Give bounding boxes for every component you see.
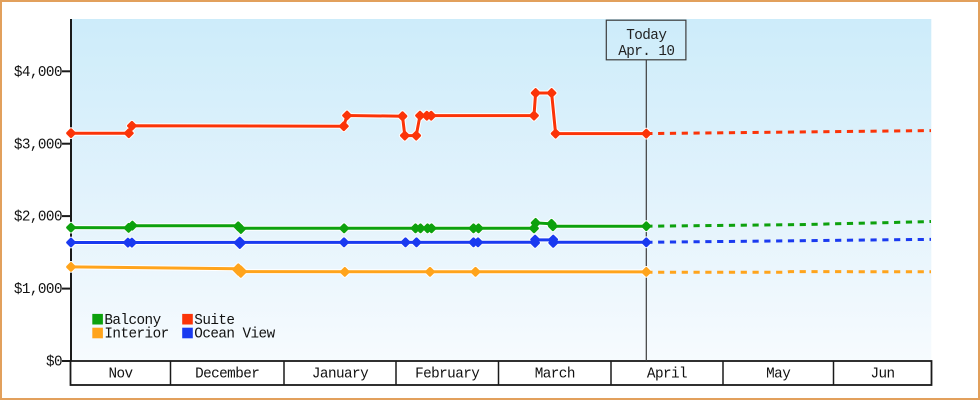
svg-text:May: May bbox=[766, 367, 791, 383]
svg-text:$0: $0 bbox=[46, 355, 62, 371]
svg-text:$1,000: $1,000 bbox=[14, 282, 62, 298]
svg-text:Today: Today bbox=[626, 28, 667, 44]
svg-text:March: March bbox=[535, 367, 575, 383]
svg-text:$4,000: $4,000 bbox=[14, 65, 62, 81]
svg-text:Nov: Nov bbox=[108, 367, 133, 383]
svg-text:December: December bbox=[195, 367, 259, 383]
svg-text:Jun: Jun bbox=[870, 367, 894, 383]
svg-text:$2,000: $2,000 bbox=[14, 210, 62, 226]
svg-text:February: February bbox=[415, 367, 480, 383]
svg-text:January: January bbox=[312, 367, 369, 383]
svg-text:Suite: Suite bbox=[194, 313, 234, 329]
svg-text:Interior: Interior bbox=[104, 327, 168, 343]
svg-text:Balcony: Balcony bbox=[104, 313, 161, 329]
svg-text:Ocean View: Ocean View bbox=[194, 327, 275, 343]
svg-text:$3,000: $3,000 bbox=[14, 137, 62, 153]
svg-text:April: April bbox=[647, 367, 687, 383]
svg-text:Apr. 10: Apr. 10 bbox=[618, 44, 674, 60]
